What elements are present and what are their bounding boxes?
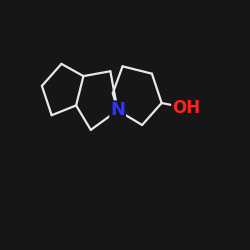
Text: OH: OH: [172, 99, 200, 117]
Text: N: N: [110, 101, 125, 119]
